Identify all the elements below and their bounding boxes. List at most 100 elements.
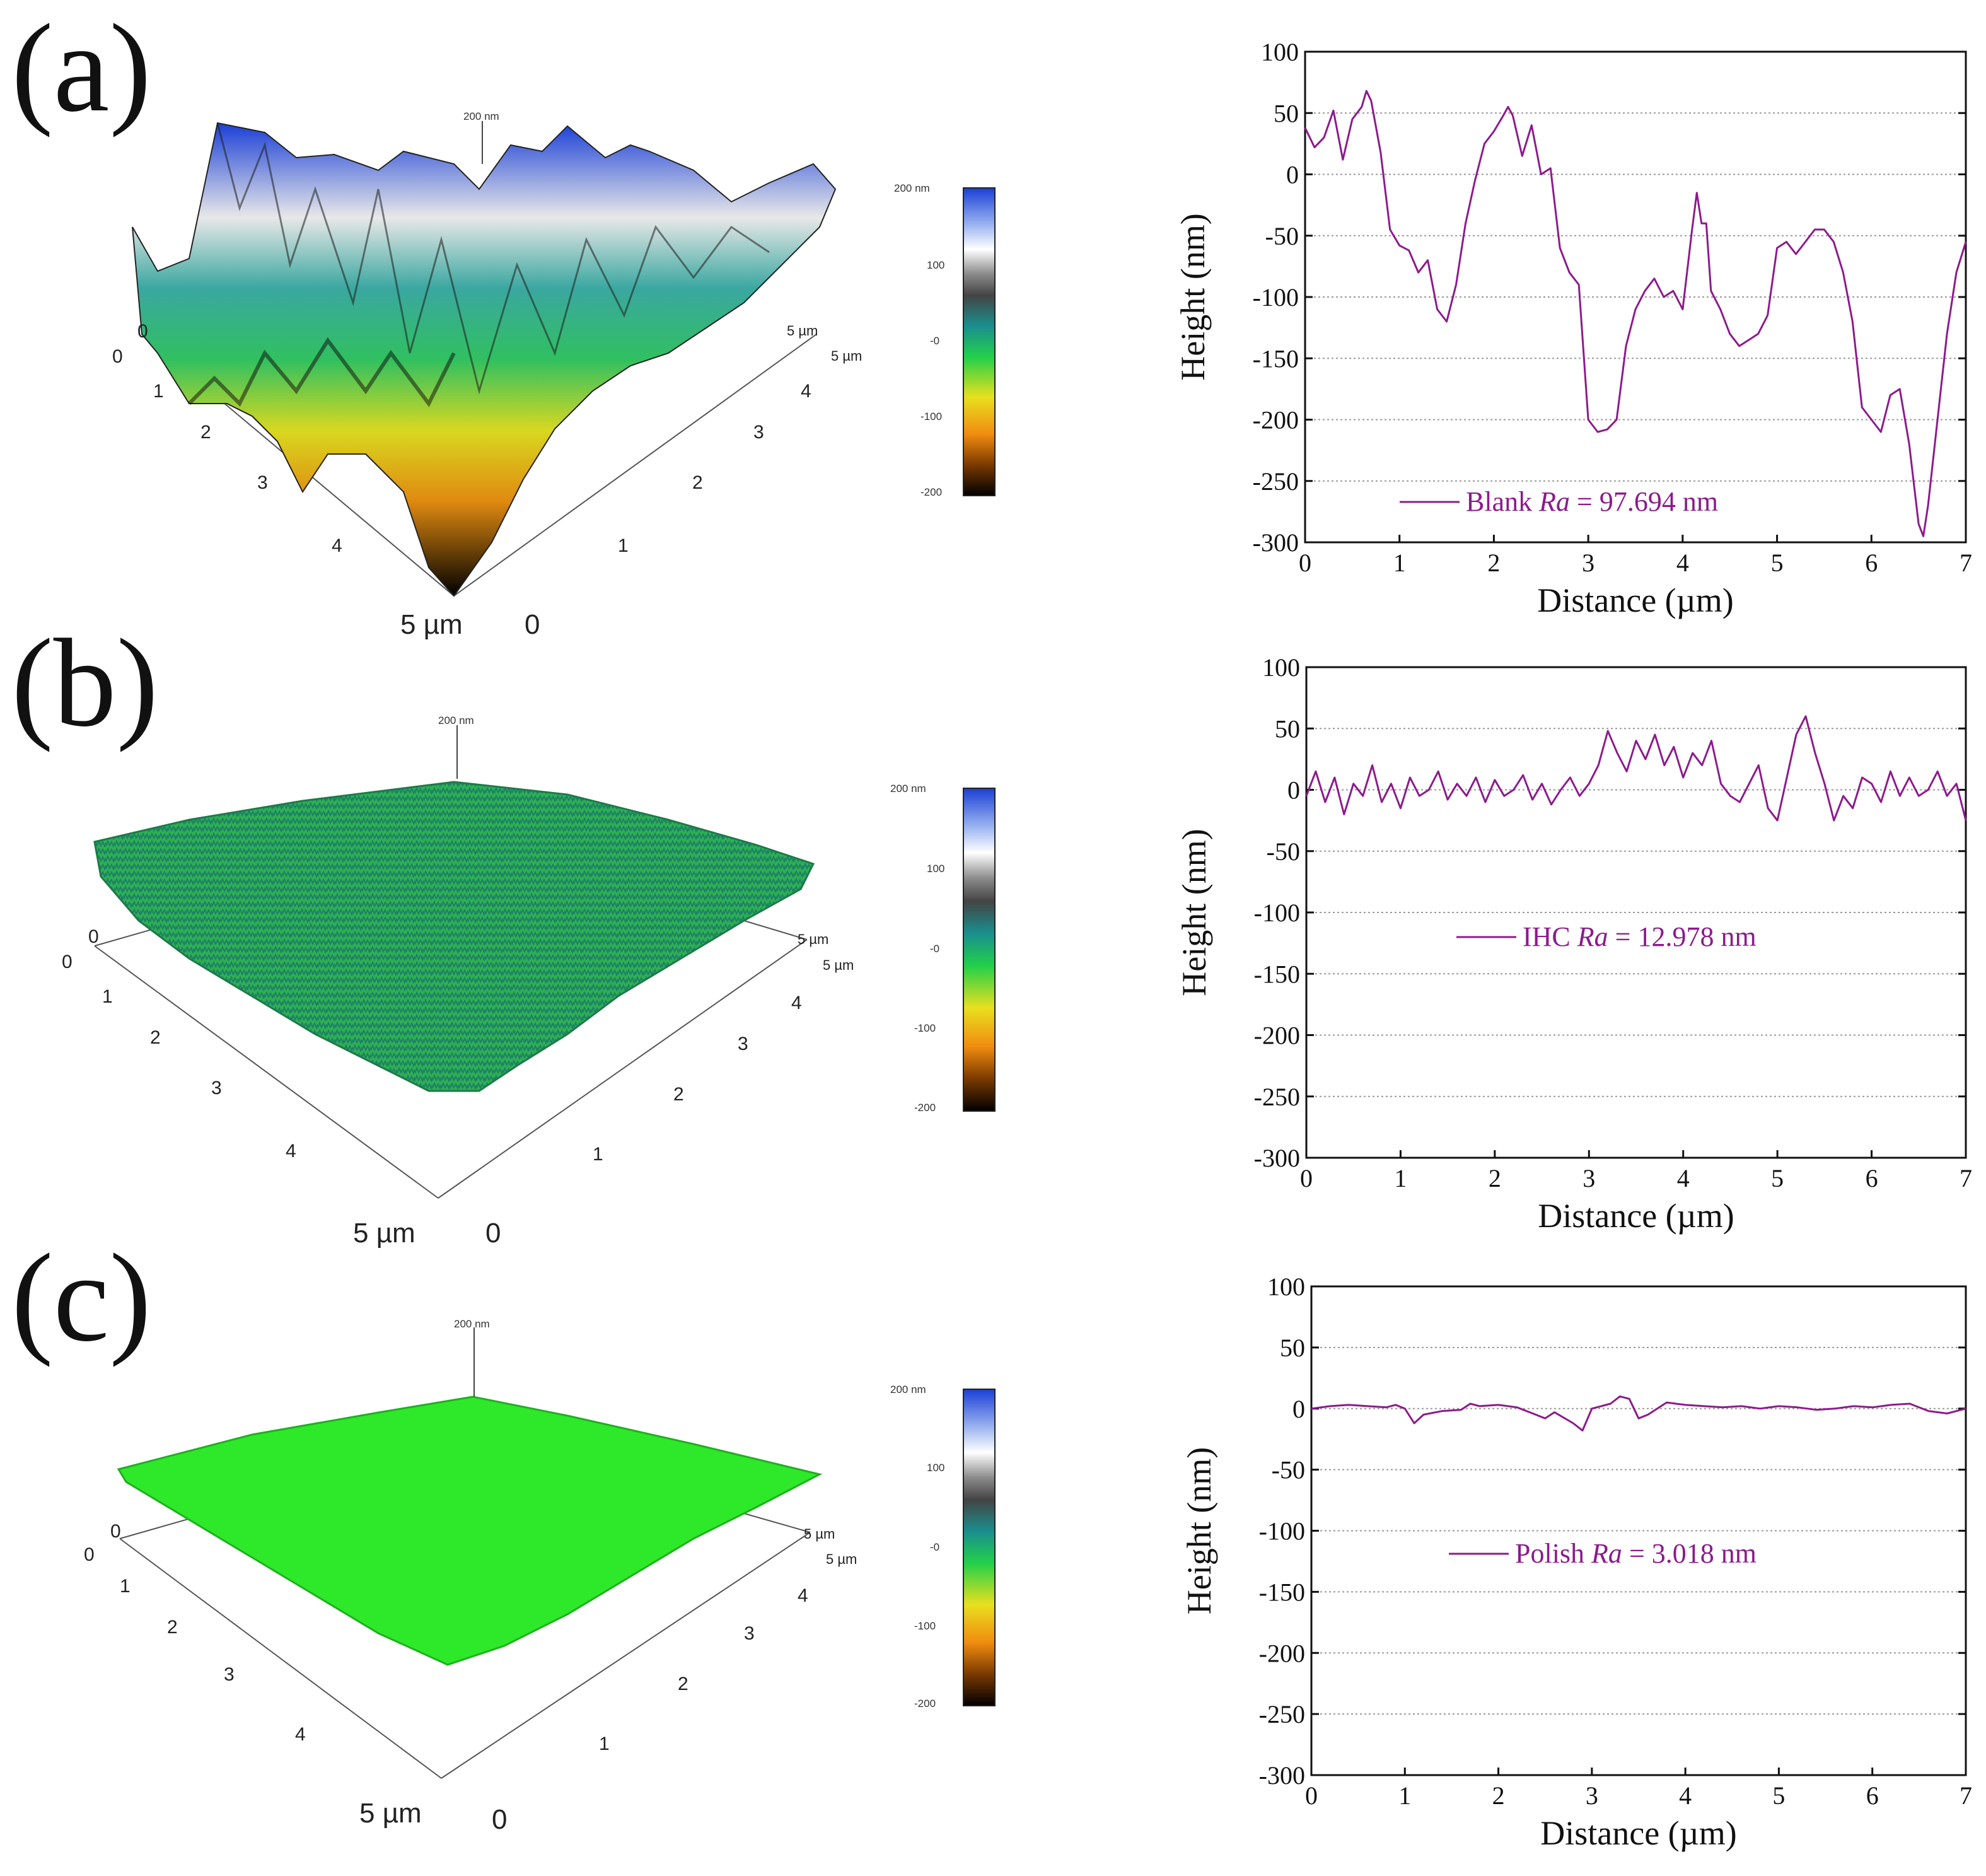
panel-c: (c) 200 nm 0 0 1 2 3 4 5 µm 0 1 2 3 4 5 … — [11, 1228, 996, 1835]
x-tick-label: 0 — [1300, 1164, 1313, 1192]
afm-surface-c — [117, 1395, 823, 1666]
panel-a: (a) 200 nm 0 0 1 2 3 4 5 µm 0 1 2 3 4 — [11, 0, 996, 640]
afm-a-corner-zero: 0 — [137, 321, 148, 342]
panel-b: (b) 200 nm 0 0 1 2 3 4 5 µm 0 1 2 3 4 5 … — [11, 614, 996, 1249]
colorbar-c-tick: -200 — [914, 1698, 936, 1710]
afm-a-ytick: 3 — [257, 472, 268, 493]
afm-c-ytick: 4 — [295, 1724, 306, 1745]
y-tick-label: -100 — [1259, 1517, 1305, 1546]
afm-b-ytick: 2 — [150, 1027, 161, 1048]
y-axis-label: Height (nm) — [1175, 829, 1213, 996]
panel-c-letter: (c) — [11, 1228, 151, 1368]
colorbar-a-tick: -100 — [920, 411, 942, 422]
afm-c-xtick: 3 — [744, 1623, 755, 1644]
x-tick-label: 5 — [1772, 1781, 1785, 1810]
x-tick-label: 2 — [1489, 1164, 1501, 1192]
afm-c-xtick-unit: 5 µm — [804, 1526, 835, 1542]
afm-c-ytick: 3 — [224, 1664, 235, 1685]
y-tick-label: 100 — [1262, 653, 1300, 682]
y-tick-label: -300 — [1259, 1761, 1305, 1790]
x-tick-label: 4 — [1679, 1781, 1692, 1810]
colorbar-c-tick: -0 — [930, 1541, 939, 1553]
y-axis-label: Height (nm) — [1174, 213, 1212, 380]
y-tick-label: -100 — [1253, 283, 1299, 312]
y-tick-label: -250 — [1259, 1700, 1305, 1728]
y-tick-label: -200 — [1253, 406, 1299, 434]
x-tick-label: 7 — [1960, 1781, 1972, 1810]
y-tick-label: -200 — [1259, 1639, 1305, 1667]
afm-a-ytick: 4 — [332, 535, 342, 556]
afm-b-xtick: 2 — [673, 1084, 684, 1105]
y-tick-label: -250 — [1253, 467, 1299, 496]
x-axis-label: Distance (µm) — [1537, 581, 1734, 619]
x-tick-label: 6 — [1865, 549, 1878, 577]
colorbar-b-tick: -0 — [930, 943, 939, 955]
y-tick-label: 100 — [1267, 1273, 1305, 1301]
x-tick-label: 2 — [1492, 1781, 1505, 1810]
legend-ra-value: = 97.694 nm — [1577, 486, 1718, 517]
afm-a-xtick: 4 — [801, 381, 811, 402]
afm-b-xtick: 4 — [791, 993, 802, 1013]
colorbar-a-tick: 200 nm — [894, 182, 930, 194]
colorbar-b-tick: -100 — [914, 1022, 936, 1034]
panel-a-letter: (a) — [11, 0, 151, 138]
y-axis-label: Height (nm) — [1180, 1447, 1218, 1614]
afm-a-ytick-unit: 5 µm — [400, 609, 463, 640]
legend-ra-symbol: Ra — [1538, 486, 1577, 517]
y-tick-label: -150 — [1259, 1578, 1305, 1606]
afm-b-z-marker: 200 nm — [438, 714, 474, 726]
legend-ra-value: = 12.978 nm — [1615, 921, 1757, 952]
series-line — [1304, 90, 1967, 537]
afm-a-ytick: 0 — [112, 346, 123, 367]
legend-series-name: Blank — [1466, 486, 1539, 517]
afm-c-ytick: 1 — [120, 1576, 131, 1597]
colorbar-b-tick: 200 nm — [890, 783, 926, 795]
colorbar-b-tick: 100 — [927, 863, 944, 875]
colorbar-a-tick: -0 — [930, 335, 939, 347]
y-tick-label: 0 — [1286, 161, 1299, 189]
colorbar-c: 200 nm 100 -0 -100 -200 — [890, 1384, 996, 1710]
x-tick-label: 0 — [1305, 1781, 1318, 1810]
afm-c-ytick: 2 — [167, 1617, 178, 1638]
x-tick-label: 1 — [1393, 549, 1406, 577]
afm-c-ytick-unit: 5 µm — [359, 1798, 422, 1829]
y-tick-label: 100 — [1261, 38, 1299, 66]
legend-label: IHC Ra = 12.978 nm — [1523, 921, 1757, 952]
afm-b-corner-zero: 0 — [88, 926, 99, 947]
legend-ra-value: = 3.018 nm — [1629, 1538, 1757, 1569]
y-tick-label: -150 — [1253, 344, 1299, 373]
y-tick-label: -50 — [1265, 222, 1299, 250]
y-tick-label: -50 — [1272, 1456, 1305, 1484]
x-axis-label: Distance (µm) — [1540, 1814, 1737, 1852]
afm-b-xtick: 3 — [738, 1034, 748, 1054]
afm-3d-plot-a: 200 nm 0 0 1 2 3 4 5 µm 0 1 2 3 4 5 µm 5… — [112, 110, 862, 640]
afm-b-xtick-unit: 5 µm — [798, 931, 828, 947]
x-tick-label: 1 — [1398, 1781, 1411, 1810]
x-tick-label: 3 — [1582, 1164, 1595, 1192]
afm-b-xtick: 0 — [485, 1218, 501, 1249]
colorbar-c-tick: -100 — [914, 1620, 936, 1632]
x-tick-label: 3 — [1582, 549, 1594, 577]
x-tick-label: 2 — [1487, 549, 1500, 577]
colorbar-c-tick: 200 nm — [890, 1384, 926, 1395]
legend-ra-symbol: Ra — [1577, 921, 1615, 952]
afm-a-xtick: 1 — [618, 535, 629, 556]
afm-a-z-marker: 200 nm — [463, 110, 499, 122]
x-tick-label: 5 — [1771, 1164, 1784, 1192]
afm-c-corner-zero: 0 — [110, 1521, 121, 1542]
afm-a-xtick: 3 — [753, 422, 764, 443]
y-tick-label: 50 — [1274, 99, 1299, 127]
y-tick-label: -250 — [1254, 1083, 1300, 1111]
afm-3d-plot-c: 200 nm 0 0 1 2 3 4 5 µm 0 1 2 3 4 5 µm 5… — [84, 1318, 857, 1835]
afm-c-z-marker: 200 nm — [454, 1318, 490, 1330]
colorbar-a-tick: -200 — [920, 486, 942, 498]
series-line — [1311, 1395, 1966, 1432]
afm-a-ytick: 2 — [200, 422, 211, 443]
afm-b-xtick: 1 — [593, 1144, 603, 1165]
x-tick-label: 6 — [1866, 1781, 1879, 1810]
panel-b-letter: (b) — [11, 614, 158, 753]
